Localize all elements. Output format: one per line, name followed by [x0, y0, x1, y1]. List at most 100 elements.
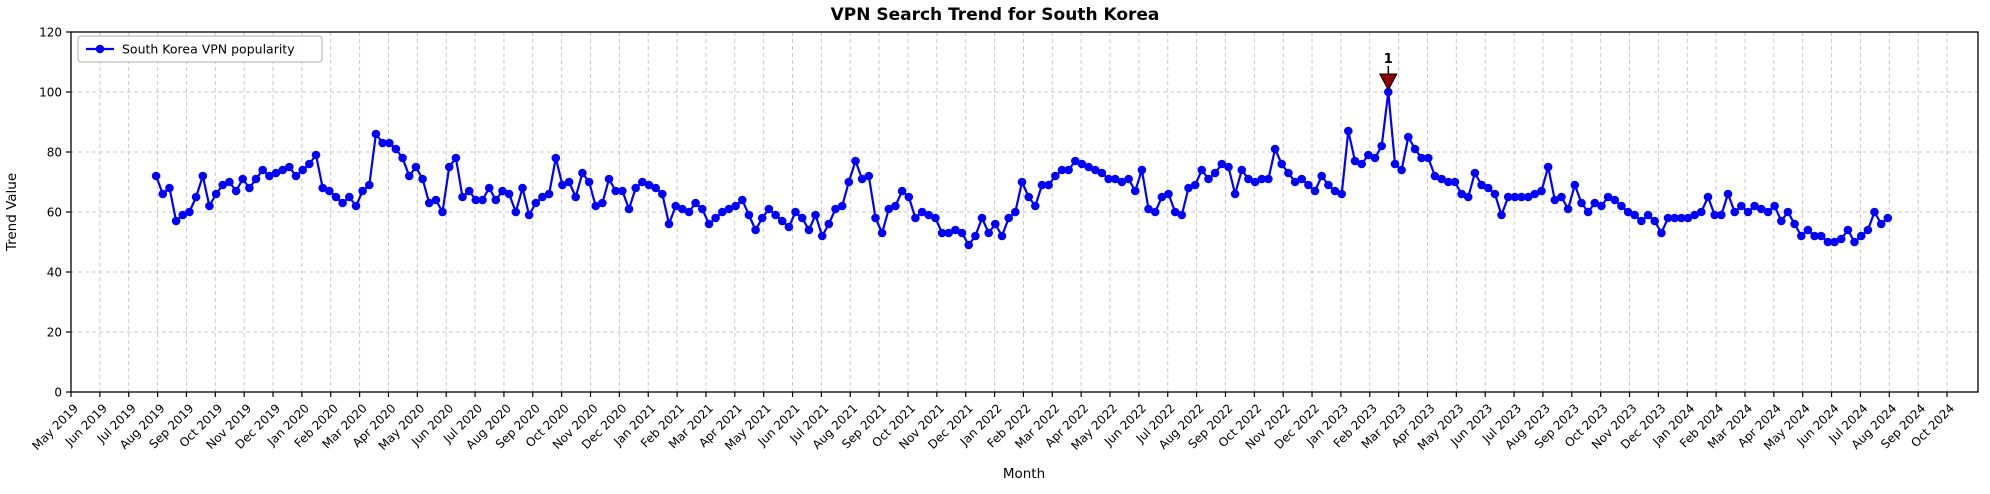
data-point	[791, 207, 800, 217]
data-point	[957, 228, 967, 238]
legend-box	[77, 35, 323, 63]
data-point	[671, 201, 680, 211]
data-point	[225, 177, 234, 187]
data-point	[1677, 213, 1686, 223]
data-point	[644, 180, 654, 190]
data-point	[551, 153, 561, 163]
data-point	[544, 189, 554, 199]
peak-annotation: 1	[1378, 52, 1398, 92]
data-point	[451, 153, 461, 163]
data-point	[1810, 231, 1819, 241]
data-point	[151, 171, 161, 181]
data-point	[964, 240, 973, 250]
data-point	[318, 183, 328, 193]
data-point	[504, 189, 514, 199]
data-point	[738, 195, 747, 205]
trend-line-series	[151, 87, 1893, 250]
data-point	[411, 162, 421, 172]
data-point	[1304, 180, 1313, 190]
data-point	[1610, 195, 1620, 205]
data-point	[1071, 156, 1080, 166]
data-point	[991, 219, 1000, 229]
data-point	[611, 186, 620, 196]
data-point	[378, 138, 387, 148]
data-point	[371, 129, 381, 139]
data-point	[351, 201, 361, 211]
data-point	[211, 189, 221, 199]
data-point	[158, 189, 168, 199]
data-point	[904, 192, 914, 202]
data-point	[365, 180, 374, 190]
data-point	[711, 213, 720, 223]
data-point	[1204, 174, 1213, 184]
data-point	[1144, 204, 1153, 214]
data-point	[1870, 207, 1879, 217]
data-point	[1597, 201, 1606, 211]
data-point	[1337, 189, 1346, 199]
data-point	[678, 204, 687, 214]
data-point	[684, 207, 694, 217]
data-point	[1217, 159, 1227, 169]
data-point	[1324, 180, 1333, 190]
data-point	[1370, 153, 1380, 163]
data-point	[1244, 174, 1253, 184]
y-tick-label: 100	[39, 86, 62, 100]
data-point	[1210, 168, 1220, 178]
data-point	[1024, 192, 1033, 202]
data-point	[1064, 165, 1073, 175]
data-point	[238, 174, 247, 184]
data-point	[1250, 177, 1260, 187]
data-point	[1657, 228, 1666, 238]
data-point	[1384, 87, 1393, 97]
data-point	[358, 186, 367, 196]
data-point	[1410, 144, 1420, 154]
data-point	[1377, 141, 1386, 151]
data-point	[198, 171, 208, 181]
data-point	[1563, 204, 1573, 214]
data-point	[1310, 186, 1320, 196]
y-tick-label: 120	[39, 26, 62, 40]
data-point	[944, 228, 953, 238]
data-point	[1583, 207, 1593, 217]
data-point	[1550, 195, 1560, 205]
data-point	[531, 198, 541, 208]
data-point	[1643, 210, 1653, 220]
data-point	[245, 183, 254, 193]
data-point	[1797, 231, 1806, 241]
data-point	[884, 204, 894, 214]
data-point	[1850, 237, 1859, 247]
data-point	[1364, 150, 1373, 160]
legend-label: South Korea VPN popularity	[122, 42, 295, 57]
data-point	[471, 195, 481, 205]
data-point	[1750, 201, 1759, 211]
data-point	[271, 168, 281, 178]
x-axis-label: Month	[1003, 466, 1045, 482]
data-point	[1437, 174, 1446, 184]
data-point	[1184, 183, 1193, 193]
data-point	[1650, 216, 1659, 226]
data-point	[751, 225, 760, 235]
data-point	[1863, 225, 1873, 235]
data-point	[1084, 162, 1093, 172]
data-point	[278, 165, 288, 175]
data-point	[1777, 216, 1786, 226]
data-point	[1623, 207, 1633, 217]
data-point	[484, 183, 494, 193]
data-point	[691, 198, 700, 208]
data-point	[797, 213, 807, 223]
data-point	[1663, 213, 1673, 223]
data-point	[1757, 204, 1766, 214]
data-point	[917, 207, 927, 217]
data-point	[591, 201, 600, 211]
data-point	[1150, 207, 1160, 217]
data-point	[1344, 126, 1353, 136]
data-point	[1737, 201, 1746, 211]
data-point	[1683, 213, 1693, 223]
data-point	[338, 198, 347, 208]
data-point	[631, 183, 640, 193]
data-point	[1497, 210, 1506, 220]
data-point	[1390, 159, 1400, 169]
data-point	[391, 144, 401, 154]
